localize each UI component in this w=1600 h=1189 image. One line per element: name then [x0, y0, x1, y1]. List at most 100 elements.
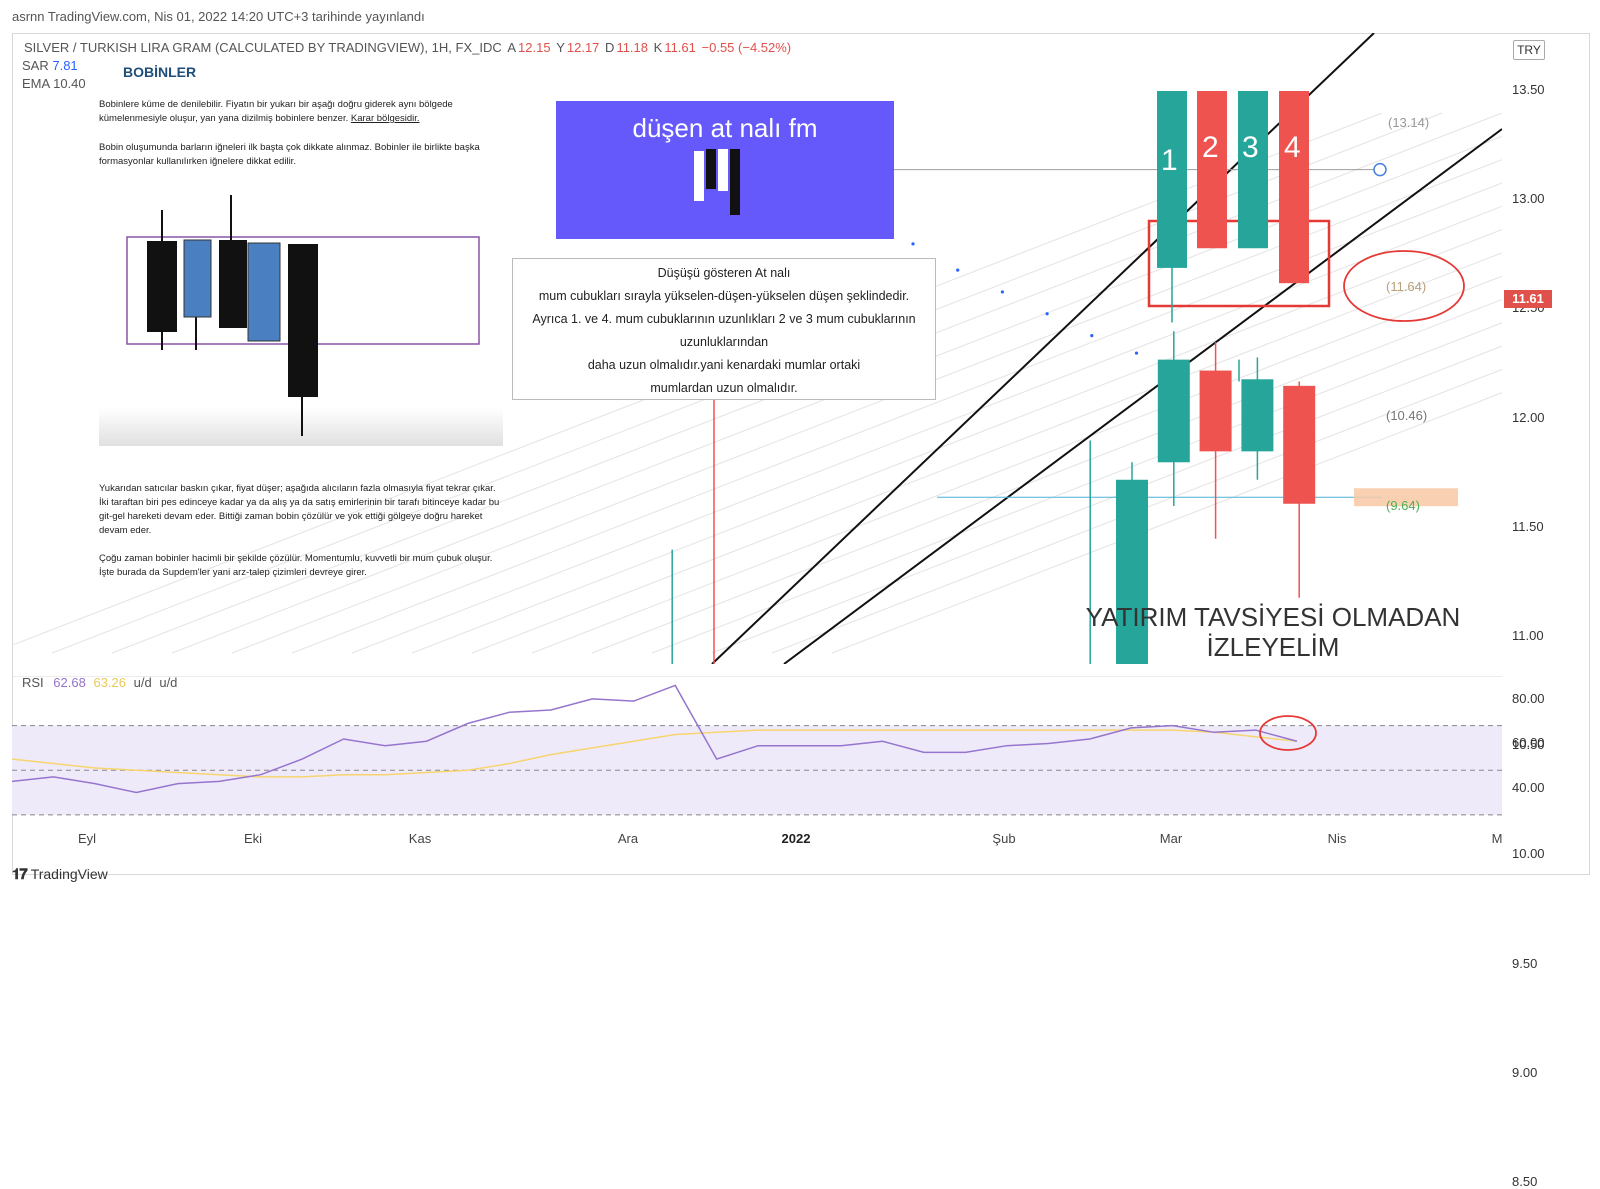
- level-label-11-64: (11.64): [1386, 279, 1427, 294]
- tradingview-logo[interactable]: 𝟏𝟕 TradingView: [12, 866, 108, 883]
- x-label-may: M: [1491, 831, 1503, 846]
- rsi-ma-line: [12, 729, 1298, 778]
- price-tick: 9.50: [1512, 955, 1538, 971]
- level-label-13-14: (13.14): [1388, 115, 1430, 130]
- info-line-1: Düşüşü gösteren At nalı: [657, 266, 791, 280]
- price-tick: 11.50: [1512, 518, 1544, 534]
- chart-frame: [12, 33, 1590, 875]
- price-circle: [1343, 250, 1465, 322]
- x-label-eyl: Eyl: [77, 831, 97, 846]
- info-line-2: mum cubukları sırayla yükselen-düşen-yük…: [538, 289, 910, 303]
- info-line-6: mumlardan uzun olmalıdır.: [650, 381, 798, 395]
- price-tick: 13.00: [1512, 191, 1545, 207]
- disclaimer-text: YATIRIM TAVSİYESİ OLMADAN İZLEYELİM: [1055, 602, 1491, 662]
- sar-value: 7.81: [52, 58, 78, 73]
- change-value: −0.55 (−4.52%): [701, 40, 792, 55]
- last-price-tag: 11.61: [1504, 290, 1552, 308]
- rsi-ud-1: u/d: [133, 675, 152, 690]
- price-chart[interactable]: [12, 33, 1502, 664]
- sar-dot: [1000, 290, 1005, 294]
- illustration-candle-4: [247, 242, 281, 342]
- price-tick: 10.50: [1512, 737, 1545, 753]
- level-label-9-64: (9.64): [1386, 498, 1420, 513]
- channel-line: [591, 298, 1502, 654]
- symbol-legend: SILVER / TURKISH LIRA GRAM (CALCULATED B…: [22, 40, 791, 91]
- notes-paragraph-3: Yukarıdan satıcılar baskın çıkar, fiyat …: [99, 483, 500, 536]
- price-tick: 10.00: [1512, 846, 1545, 862]
- bobin-illustration: [99, 195, 503, 446]
- pattern-candle: [1157, 91, 1187, 268]
- pattern-title-box: düşen at nalı fm: [556, 101, 894, 239]
- rsi-chart[interactable]: [12, 676, 1502, 821]
- x-label-sub: Şub: [992, 831, 1016, 846]
- notes-title: BOBİNLER: [123, 64, 197, 80]
- tv-logo-text: TradingView: [30, 866, 108, 882]
- ema-label[interactable]: EMA: [22, 76, 50, 91]
- open-value: 12.15: [518, 40, 551, 55]
- open-label: A: [507, 40, 517, 55]
- x-label-2022: 2022: [781, 831, 811, 846]
- rsi-circle: [1259, 715, 1317, 751]
- channel-line: [771, 368, 1502, 654]
- low-label: D: [605, 40, 615, 55]
- price-tick: 13.50: [1512, 82, 1545, 97]
- candle-body: [1116, 479, 1148, 664]
- pattern-info-box: Düşüşü gösteren At nalı mum cubukları sı…: [512, 258, 936, 400]
- price-tick: 9.00: [1512, 1064, 1538, 1080]
- rsi-band: [12, 725, 1502, 815]
- publication-credit: asrnn TradingView.com, Nis 01, 2022 14:2…: [12, 9, 425, 24]
- x-label-mar: Mar: [1159, 831, 1183, 846]
- rsi-tick-40: 40.00: [1512, 780, 1545, 795]
- sar-dot: [956, 268, 960, 272]
- sar-label[interactable]: SAR: [22, 58, 49, 73]
- price-tick: 8.50: [1512, 1174, 1538, 1189]
- level-zone-11-64: [1354, 488, 1458, 507]
- sar-dot: [911, 242, 915, 246]
- candle-body: [1157, 359, 1190, 463]
- horseshoe-icon: [694, 149, 740, 215]
- rsi-tick-80: 80.00: [1512, 691, 1545, 706]
- close-value: 11.61: [664, 40, 696, 55]
- level-label-10-46: (10.46): [1386, 408, 1428, 423]
- candle-number-3: 3: [1242, 131, 1259, 164]
- sar-dot: [1134, 351, 1139, 355]
- sar-dot: [1045, 312, 1049, 316]
- price-tick: 12.00: [1512, 409, 1545, 425]
- disclaimer-line-2: İZLEYELİM: [1206, 632, 1340, 662]
- high-value: 12.17: [566, 40, 600, 55]
- pattern-candle: [1197, 91, 1227, 249]
- illustration-candle-2: [183, 239, 212, 318]
- pattern-candle: [1238, 91, 1268, 249]
- rsi-value: 62.68: [53, 675, 86, 690]
- rsi-tick-60: 60.00: [1512, 735, 1545, 750]
- notes-para1-text: Bobinlere küme de denilebilir. Fiyatın b…: [99, 99, 453, 124]
- tv-logo-icon: 𝟏𝟕: [12, 866, 28, 883]
- illustration-candle-1: [147, 241, 177, 332]
- channel-line: [651, 322, 1502, 654]
- low-value: 11.18: [616, 40, 649, 55]
- illustration-candle-3: [219, 240, 247, 328]
- candle-body: [1283, 385, 1316, 504]
- rsi-line: [12, 684, 1298, 794]
- x-label-ara: Ara: [617, 831, 639, 846]
- channel-line: [411, 229, 1502, 654]
- rsi-label[interactable]: RSI: [22, 675, 44, 690]
- disclaimer-line-1: YATIRIM TAVSİYESİ OLMADAN: [1085, 602, 1461, 632]
- notes-paragraph-4: Çoğu zaman bobinler hacimli bir şekilde …: [99, 553, 493, 578]
- x-label-eki: Eki: [243, 831, 263, 846]
- currency-button[interactable]: TRY: [1513, 40, 1545, 60]
- channel-line: [351, 205, 1502, 654]
- rsi-ma-value: 63.26: [93, 675, 127, 690]
- notes-para1-link: Karar bölgesidir.: [350, 113, 420, 124]
- candle-number-1: 1: [1161, 144, 1178, 177]
- ema-value: 10.40: [53, 76, 86, 91]
- notes-paragraph-2: Bobin oluşumunda barların iğneleri ilk b…: [99, 142, 480, 167]
- x-label-kas: Kas: [408, 831, 432, 846]
- rsi-legend: RSI 62.68 63.26 u/d u/d: [22, 675, 177, 690]
- pattern-candle: [1279, 91, 1309, 284]
- symbol-name[interactable]: SILVER / TURKISH LIRA GRAM (CALCULATED B…: [24, 40, 502, 55]
- illustration-candle-5: [288, 244, 318, 397]
- sar-dot: [1090, 334, 1094, 338]
- candle-body: [1199, 370, 1232, 452]
- info-line-4: uzunluklarından: [679, 335, 769, 349]
